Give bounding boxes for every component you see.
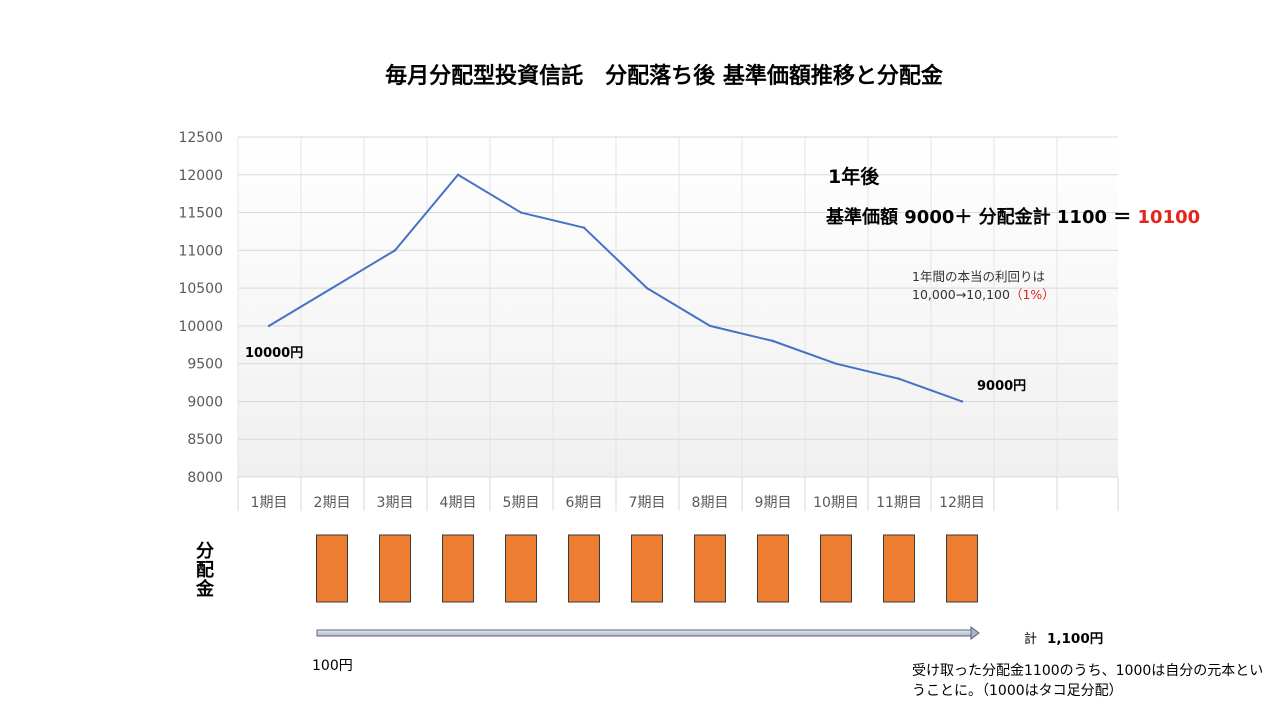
y-tick-label: 12000 xyxy=(178,168,223,184)
data-point xyxy=(897,377,901,380)
y-tick-label: 11000 xyxy=(178,243,223,259)
distribution-bar xyxy=(442,534,474,603)
one-year-label: 1年後 xyxy=(828,166,880,188)
start-value-label: 10000円 xyxy=(245,346,304,361)
data-point xyxy=(582,226,586,229)
data-point xyxy=(519,211,523,214)
data-point xyxy=(393,249,397,252)
distribution-bar xyxy=(379,534,411,603)
formula-result: 10100 xyxy=(1137,207,1201,228)
distribution-bar xyxy=(694,534,726,603)
distribution-bar xyxy=(883,534,915,603)
distribution-bar xyxy=(568,534,600,603)
data-point xyxy=(456,173,460,176)
x-tick-label: 7期目 xyxy=(629,495,666,511)
y-tick-label: 10000 xyxy=(178,319,223,335)
x-tick-label: 3期目 xyxy=(377,495,414,511)
distribution-side-label: 分配金 xyxy=(196,541,214,600)
yield-note: 1年間の本当の利回りは 10,000→10,100（1%） xyxy=(912,268,1055,304)
data-point xyxy=(330,286,334,290)
data-point xyxy=(960,400,964,403)
distribution-bar xyxy=(946,534,978,603)
y-tick-label: 9500 xyxy=(187,357,223,373)
data-point xyxy=(708,324,712,328)
y-tick-label: 9000 xyxy=(187,394,223,410)
yield-line-1: 1年間の本当の利回りは xyxy=(912,269,1045,284)
data-point xyxy=(834,362,838,365)
y-tick-label: 12500 xyxy=(178,130,223,146)
distribution-bar xyxy=(631,534,663,603)
x-tick-label: 12期目 xyxy=(939,495,985,511)
x-tick-label: 1期目 xyxy=(251,495,288,511)
x-tick-label: 8期目 xyxy=(692,495,729,511)
x-tick-label: 10期目 xyxy=(813,495,859,511)
end-value-label: 9000円 xyxy=(977,379,1027,394)
distribution-bar xyxy=(505,534,537,603)
data-point xyxy=(267,324,271,328)
distribution-bar xyxy=(820,534,852,603)
x-tick-label: 5期目 xyxy=(503,495,540,511)
data-point xyxy=(771,339,775,343)
series-line xyxy=(268,173,963,403)
distribution-bar xyxy=(757,534,789,603)
total-distribution-value: 1,100円 xyxy=(1047,631,1104,647)
data-point xyxy=(645,286,649,290)
y-tick-label: 8500 xyxy=(187,432,223,448)
x-tick-label: 2期目 xyxy=(314,495,351,511)
yield-percent: （1%） xyxy=(1009,287,1055,302)
y-tick-label: 11500 xyxy=(178,206,223,222)
formula-annotation: 基準価額 9000＋ 分配金計 1100 ＝ 10100 xyxy=(826,203,1200,229)
yield-line-2: 10,000→10,100（1%） xyxy=(912,287,1055,302)
cumulative-arrow xyxy=(316,626,980,640)
per-period-distribution-label: 100円 xyxy=(312,658,353,674)
formula-text: 基準価額 9000＋ 分配金計 1100 ＝ xyxy=(826,207,1138,228)
y-tick-label: 8000 xyxy=(187,470,223,486)
footnote: 受け取った分配金1100のうち、1000は自分の元本ということに。（1000はタ… xyxy=(912,663,1264,699)
chart-title: 毎月分配型投資信託 分配落ち後 基準価額推移と分配金 xyxy=(385,64,943,89)
x-tick-label: 4期目 xyxy=(440,495,477,511)
x-tick-label: 6期目 xyxy=(566,495,603,511)
y-tick-label: 10500 xyxy=(178,281,223,297)
x-tick-label: 11期目 xyxy=(876,495,922,511)
distribution-bar xyxy=(316,534,348,603)
x-tick-label: 9期目 xyxy=(755,495,792,511)
total-distribution-label: 計 1,100円 xyxy=(1024,631,1104,647)
